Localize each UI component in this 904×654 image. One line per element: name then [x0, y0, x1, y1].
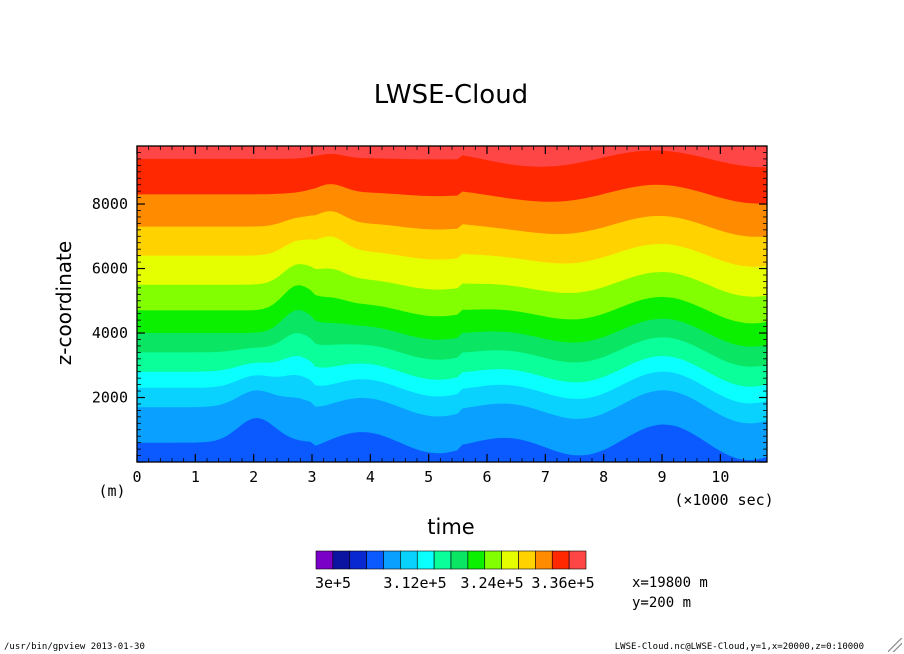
y-axis-label: z-coordinate [52, 241, 76, 365]
colorbar-swatch [433, 550, 452, 570]
contour-plot [137, 146, 767, 462]
x-unit-label: (×1000 sec) [674, 491, 773, 509]
colorbar-label: 3e+5 [315, 574, 351, 592]
colorbar: 3e+5 3.12e+5 3.24e+5 3.36e+5 [315, 550, 595, 592]
annotation-y: y=200 m [632, 595, 691, 611]
colorbar-swatch [484, 550, 502, 570]
x-tick-label: 10 [711, 468, 729, 486]
x-tick-label: 0 [132, 468, 141, 486]
x-tick-label: 6 [482, 468, 491, 486]
x-tick-label: 1 [191, 468, 200, 486]
colorbar-swatch [366, 550, 384, 570]
resize-grip-icon[interactable] [888, 638, 902, 652]
colorbar-swatch [400, 550, 418, 570]
colorbar-swatch [332, 550, 351, 570]
y-tick-label: 4000 [92, 324, 128, 342]
colorbar-label: 3.12e+5 [383, 574, 446, 592]
axis-ticks: 0 1 2 3 4 5 6 7 8 9 10 2000 4000 6000 8000 [92, 145, 768, 486]
y-tick-label: 2000 [92, 389, 128, 407]
colorbar-swatch [501, 550, 519, 570]
y-tick-label: 6000 [92, 260, 128, 278]
colorbar-swatch [416, 550, 435, 570]
x-tick-label: 5 [424, 468, 433, 486]
colorbar-swatch [551, 550, 570, 570]
footer-left: /usr/bin/gpview 2013-01-30 [4, 642, 145, 652]
x-tick-label: 7 [541, 468, 550, 486]
x-tick-label: 2 [249, 468, 258, 486]
colorbar-label: 3.24e+5 [460, 574, 523, 592]
colorbar-swatch [467, 550, 486, 570]
x-tick-label: 4 [366, 468, 375, 486]
colorbar-swatch [315, 550, 334, 570]
colorbar-swatch [518, 550, 536, 570]
y-tick-label: 8000 [92, 195, 128, 213]
colorbar-swatch [383, 550, 401, 570]
colorbar-swatch [535, 550, 553, 570]
chart-title: LWSE-Cloud [374, 80, 528, 110]
x-tick-label: 3 [307, 468, 316, 486]
colorbar-label: 3.36e+5 [531, 574, 594, 592]
x-axis-label: time [427, 515, 474, 539]
x-tick-label: 9 [657, 468, 666, 486]
colorbar-swatch [568, 550, 587, 570]
colorbar-swatch [450, 550, 469, 570]
colorbar-swatch [349, 550, 367, 570]
footer-right: LWSE-Cloud.nc@LWSE-Cloud,y=1,x=20000,z=0… [615, 642, 864, 652]
contour-band-11 [137, 146, 767, 204]
annotation-x: x=19800 m [632, 575, 708, 591]
x-tick-label: 8 [599, 468, 608, 486]
contour-band-12 [137, 146, 767, 168]
y-unit-label: (m) [98, 482, 125, 500]
